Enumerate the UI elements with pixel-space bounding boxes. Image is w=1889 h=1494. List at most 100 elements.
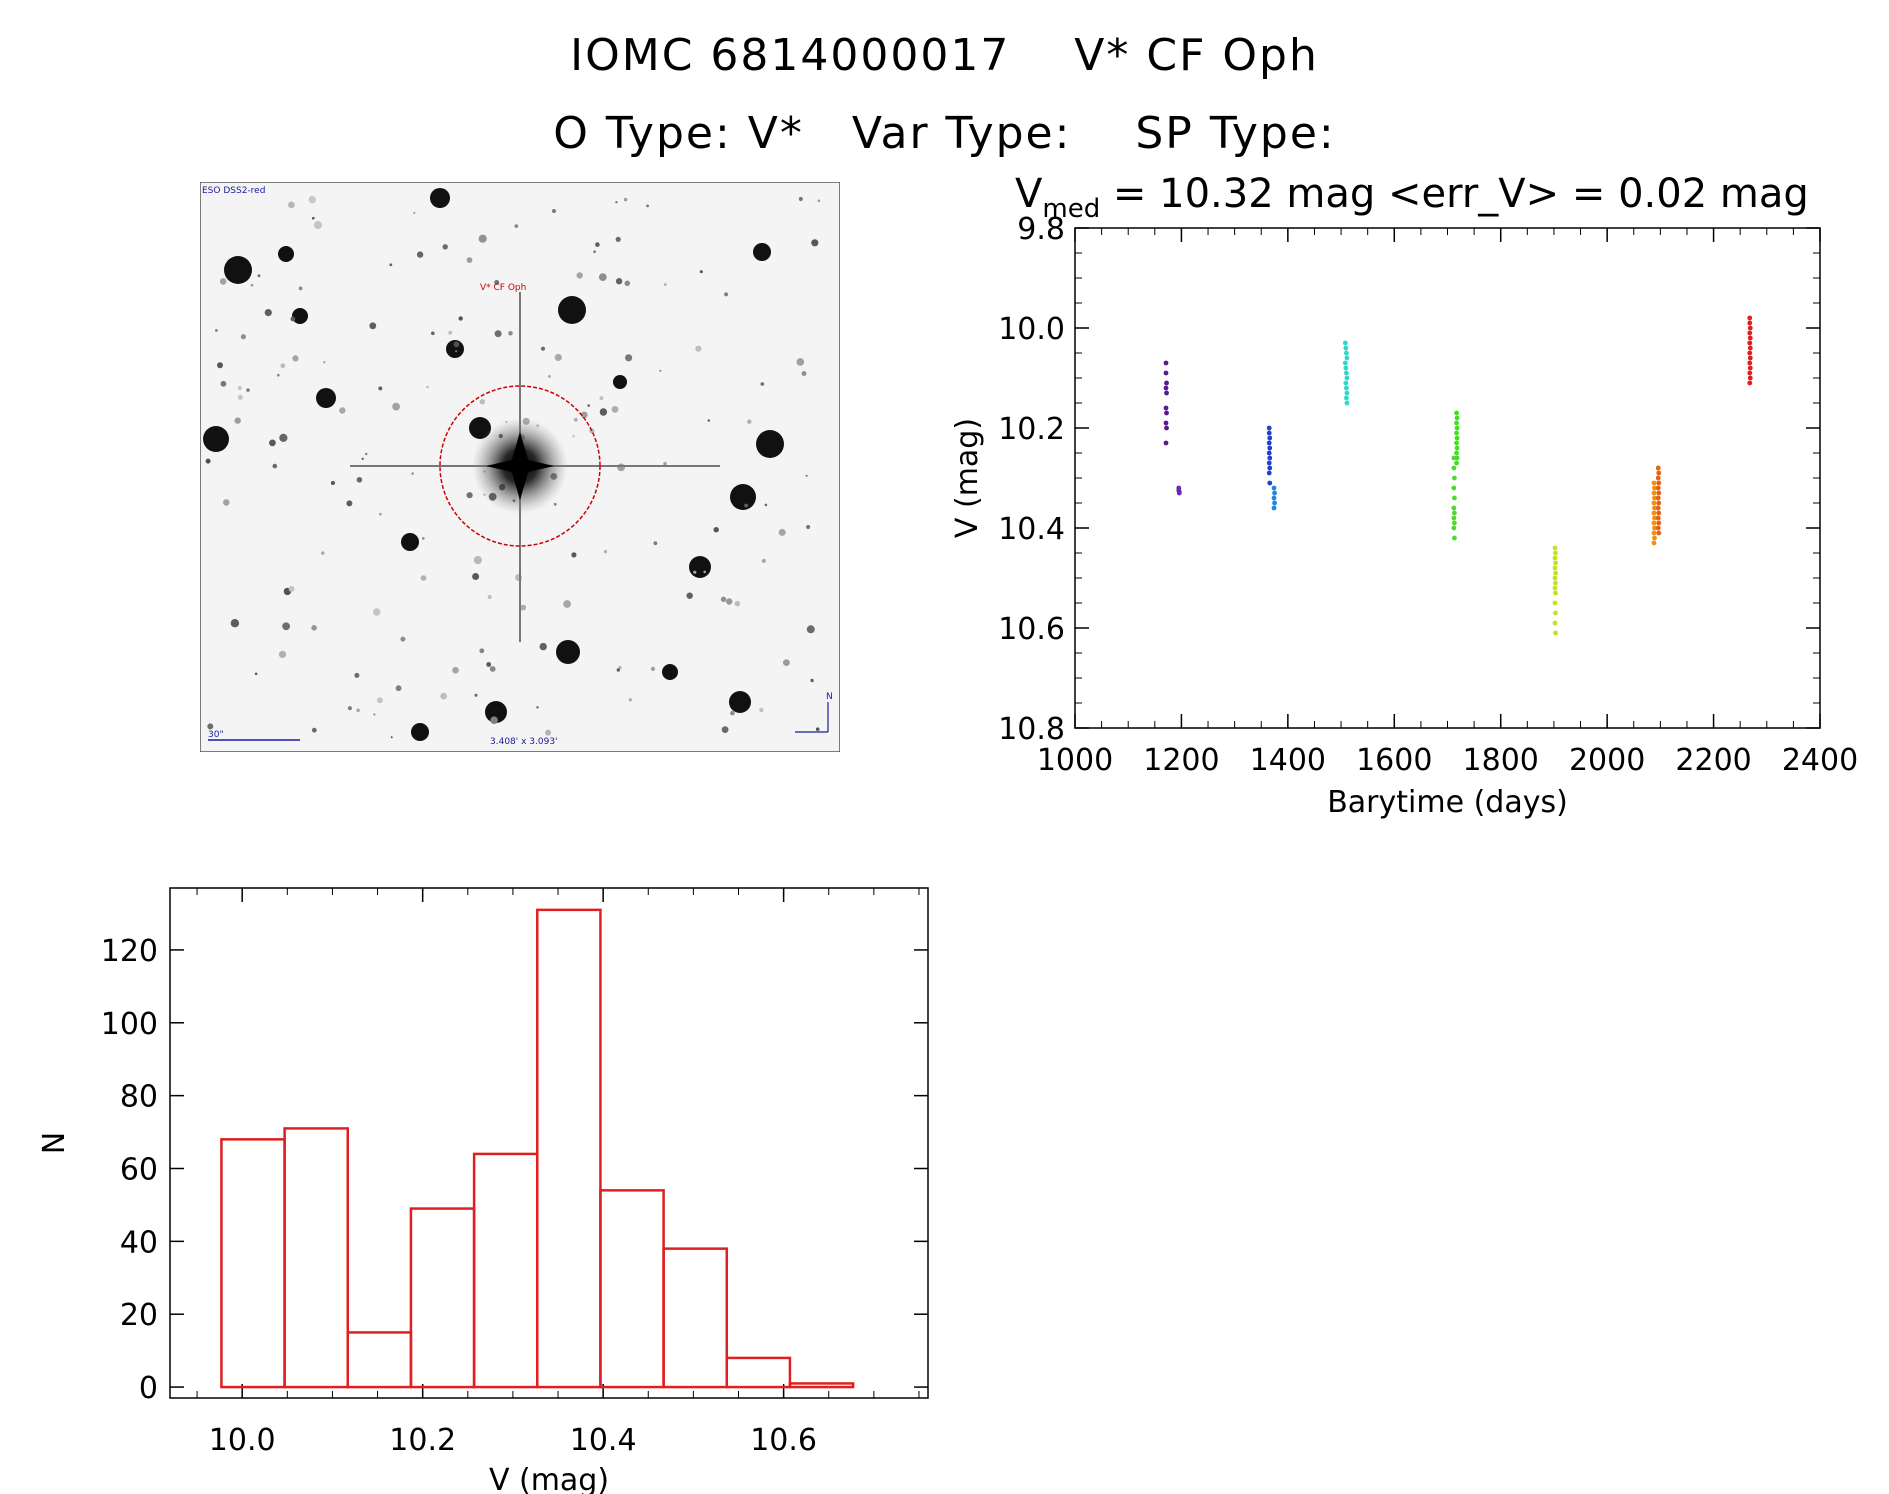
data-point	[1164, 425, 1169, 431]
star	[312, 216, 315, 220]
star	[473, 556, 482, 565]
data-point	[1163, 440, 1169, 446]
star	[474, 693, 478, 697]
star	[430, 188, 450, 208]
star	[615, 201, 618, 204]
star	[759, 707, 764, 713]
data-point	[1164, 410, 1169, 416]
star	[615, 236, 621, 242]
star	[354, 672, 360, 678]
star	[730, 710, 735, 716]
x-tick-label: 1600	[1356, 743, 1432, 778]
star	[764, 503, 768, 507]
star	[411, 472, 414, 475]
data-point	[1655, 515, 1661, 521]
star	[311, 625, 317, 631]
star	[536, 706, 539, 709]
data-point	[1552, 555, 1558, 561]
data-point	[1454, 455, 1460, 461]
star	[246, 388, 250, 392]
data-point	[1552, 545, 1558, 551]
x-tick-label: 2200	[1675, 743, 1751, 778]
data-point	[1651, 510, 1657, 516]
star	[628, 698, 632, 702]
north-label: N	[826, 692, 833, 702]
x-tick-label: 1400	[1250, 743, 1326, 778]
x-axis-label: Barytime (days)	[1327, 785, 1568, 820]
star	[563, 600, 571, 608]
star	[659, 369, 662, 372]
data-point	[1267, 465, 1273, 471]
star	[693, 570, 697, 574]
data-point	[1343, 345, 1349, 351]
data-point	[1747, 360, 1753, 366]
star	[316, 388, 336, 408]
data-point	[1652, 525, 1657, 531]
star	[298, 286, 303, 291]
star	[203, 426, 229, 452]
star	[426, 385, 429, 389]
star	[237, 394, 243, 400]
y-tick-label: 10.2	[998, 412, 1065, 447]
star	[576, 272, 583, 279]
star	[801, 371, 807, 376]
star	[539, 642, 547, 651]
star	[720, 596, 727, 602]
scale-label: 30"	[208, 730, 224, 740]
star	[292, 308, 308, 324]
star	[761, 558, 766, 563]
data-point	[1271, 485, 1277, 491]
data-point	[1343, 385, 1349, 391]
data-point	[1553, 570, 1558, 576]
fov-label: 3.408' x 3.093'	[490, 737, 558, 747]
star	[593, 250, 596, 253]
sky-finder-image: ESO DSS2-red V* CF Oph 30" 3.408' x 3.09…	[200, 182, 840, 752]
data-point	[1651, 480, 1657, 486]
star	[558, 296, 586, 324]
star	[395, 685, 402, 692]
star	[489, 666, 496, 672]
data-point	[1342, 360, 1348, 366]
star	[347, 706, 352, 711]
star	[571, 552, 577, 558]
star	[442, 244, 448, 250]
data-point	[1344, 390, 1350, 396]
data-point	[1451, 525, 1457, 531]
data-point	[1651, 520, 1657, 526]
data-point	[1454, 445, 1460, 451]
star	[431, 331, 435, 336]
star	[611, 406, 619, 413]
data-point	[1451, 485, 1457, 491]
target-star-spikes	[486, 458, 554, 474]
data-point	[1747, 350, 1753, 356]
data-point	[1267, 480, 1273, 486]
star	[815, 727, 820, 731]
data-point	[1553, 630, 1558, 636]
star	[747, 419, 752, 424]
star	[448, 330, 453, 335]
title-sub: med	[1042, 194, 1100, 224]
data-point	[1454, 425, 1460, 431]
star	[376, 697, 383, 704]
star	[411, 723, 429, 741]
data-point	[1452, 535, 1457, 541]
star	[744, 503, 748, 508]
data-point	[1552, 585, 1558, 591]
title-rest: = 10.32 mag <err_V> = 0.02 mag	[1100, 171, 1809, 217]
data-point	[1747, 315, 1753, 321]
star	[653, 541, 658, 546]
data-point	[1164, 390, 1169, 396]
x-tick-label: 1800	[1463, 743, 1539, 778]
data-point	[1266, 470, 1272, 476]
data-point	[1652, 485, 1657, 491]
data-point	[1747, 320, 1753, 326]
star	[805, 474, 808, 477]
star	[486, 662, 492, 667]
data-point	[1451, 515, 1457, 521]
data-point	[1651, 540, 1657, 546]
star	[217, 362, 223, 369]
star	[207, 723, 214, 730]
star	[323, 361, 326, 364]
star	[339, 407, 346, 414]
data-point	[1163, 405, 1169, 411]
